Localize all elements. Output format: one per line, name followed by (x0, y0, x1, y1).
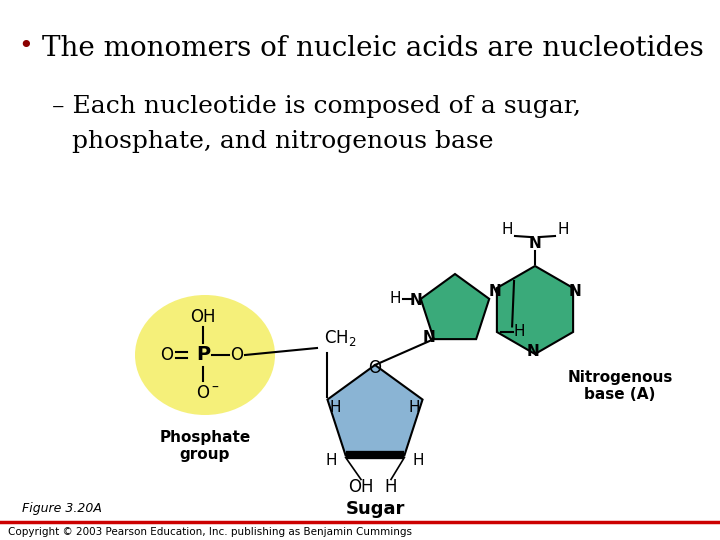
Polygon shape (328, 365, 423, 455)
Text: O: O (161, 346, 174, 364)
Text: The monomers of nucleic acids are nucleotides: The monomers of nucleic acids are nucleo… (42, 35, 703, 62)
Text: phosphate, and nitrogenous base: phosphate, and nitrogenous base (72, 130, 493, 153)
Text: Copyright © 2003 Pearson Education, Inc. publishing as Benjamin Cummings: Copyright © 2003 Pearson Education, Inc.… (8, 527, 412, 537)
Polygon shape (420, 274, 489, 339)
Text: N: N (423, 329, 435, 345)
Text: Nitrogenous
base (A): Nitrogenous base (A) (567, 370, 672, 402)
Text: OH: OH (348, 478, 374, 496)
Text: N: N (569, 284, 582, 299)
Text: CH$_2$: CH$_2$ (324, 328, 356, 348)
Text: N: N (528, 237, 541, 252)
Text: H: H (384, 478, 397, 496)
Text: O: O (197, 384, 210, 402)
Text: O: O (230, 346, 243, 364)
Text: H: H (389, 292, 400, 306)
Text: •: • (18, 35, 32, 58)
Text: H: H (409, 400, 420, 415)
Text: H: H (557, 222, 569, 238)
Text: P: P (196, 346, 210, 365)
Text: H: H (513, 325, 525, 340)
Text: N: N (488, 284, 501, 299)
Text: H: H (501, 222, 513, 238)
Text: Figure 3.20A: Figure 3.20A (22, 502, 102, 515)
Text: H: H (330, 400, 341, 415)
Text: Sugar: Sugar (346, 500, 405, 518)
Text: N: N (410, 293, 422, 308)
Text: N: N (526, 345, 539, 360)
Text: – Each nucleotide is composed of a sugar,: – Each nucleotide is composed of a sugar… (52, 95, 581, 118)
Text: Phosphate
group: Phosphate group (159, 430, 251, 462)
Text: OH: OH (190, 308, 216, 326)
Polygon shape (497, 266, 573, 354)
Ellipse shape (135, 295, 275, 415)
Text: –: – (212, 381, 218, 395)
Text: H: H (413, 453, 424, 468)
Text: H: H (326, 453, 338, 468)
Text: O: O (369, 359, 382, 377)
